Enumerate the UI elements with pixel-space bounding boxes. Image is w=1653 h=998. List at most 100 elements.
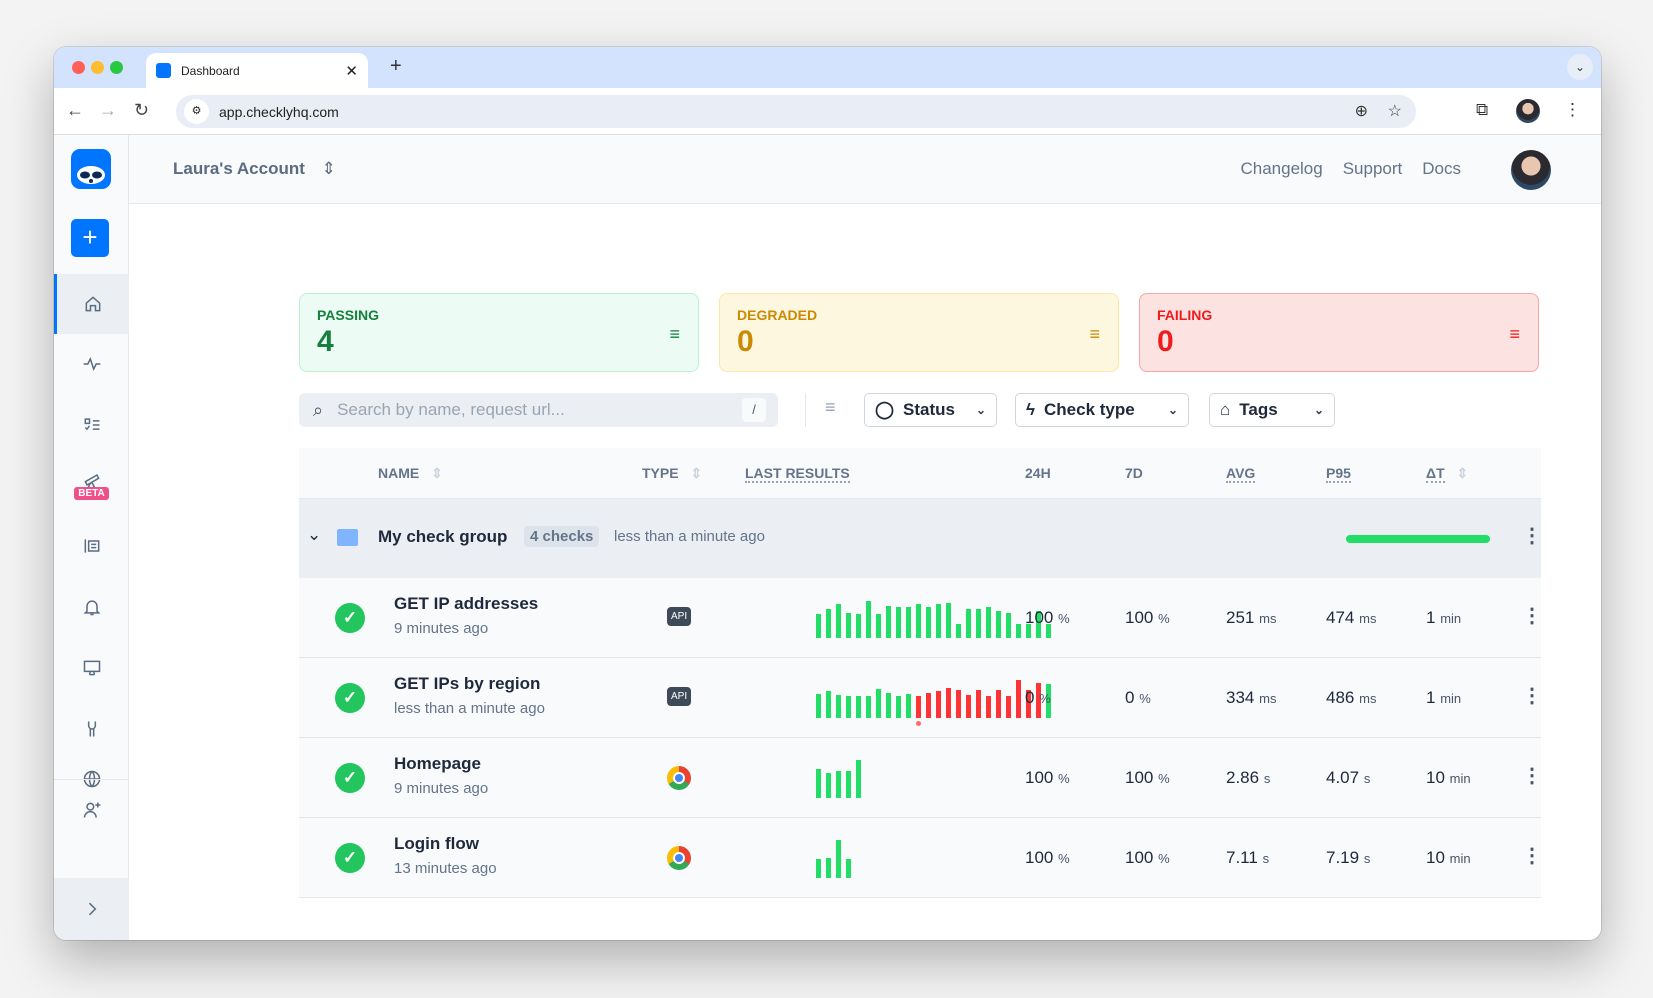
browser-profile-avatar[interactable] (1516, 99, 1540, 123)
table-row[interactable]: ✓ Login flow 13 minutes ago 100 % 100 % 7.… (299, 818, 1542, 898)
filter-icon[interactable]: ≡ (825, 397, 836, 417)
check-name[interactable]: GET IPs by region (394, 674, 541, 693)
result-bar-passed[interactable] (916, 604, 921, 638)
sidebar-item-logs[interactable] (54, 516, 129, 576)
result-bar-passed[interactable] (836, 604, 841, 638)
result-bar-failed[interactable] (936, 691, 941, 718)
result-bar-passed[interactable] (856, 614, 861, 638)
maximize-window-button[interactable] (110, 61, 123, 74)
result-bar-passed[interactable] (896, 696, 901, 718)
tags-filter[interactable]: ⌂ Tags ⌄ (1209, 393, 1335, 427)
check-group-row[interactable]: ⌄ My check group 4 checks less than a mi… (299, 499, 1542, 578)
result-bar-passed[interactable] (826, 691, 831, 718)
check-name[interactable]: Login flow (394, 834, 479, 853)
bookmark-star-icon[interactable]: ☆ (1387, 103, 1402, 120)
result-bar-failed[interactable] (956, 690, 961, 718)
result-bar-passed[interactable] (826, 858, 831, 878)
support-link[interactable]: Support (1342, 159, 1403, 178)
changelog-link[interactable]: Changelog (1240, 159, 1323, 178)
group-menu-icon[interactable]: ⋮ (1522, 525, 1542, 547)
failing-card[interactable]: FAILING 0 ≡ (1139, 293, 1539, 372)
result-bar-passed[interactable] (846, 771, 851, 798)
result-bar-passed[interactable] (996, 611, 1001, 638)
col-type[interactable]: TYPE ⇕ (642, 465, 703, 481)
result-bar-passed[interactable] (1016, 624, 1021, 638)
result-bar-passed[interactable] (836, 840, 841, 878)
row-menu-icon[interactable]: ⋮ (1522, 605, 1542, 627)
search-input[interactable]: ⌕ Search by name, request url... / (299, 393, 778, 427)
docs-link[interactable]: Docs (1422, 159, 1461, 178)
result-bar-passed[interactable] (846, 613, 851, 638)
passing-card[interactable]: PASSING 4 ≡ (299, 293, 699, 372)
result-bar-passed[interactable] (816, 769, 821, 798)
sidebar-item-dashboards[interactable] (54, 638, 129, 698)
result-bar-passed[interactable] (816, 859, 821, 878)
result-bar-passed[interactable] (836, 771, 841, 798)
result-bar-passed[interactable] (826, 609, 831, 638)
result-bar-failed[interactable] (966, 695, 971, 718)
result-bar-failed[interactable] (976, 690, 981, 718)
sidebar-item-home[interactable] (54, 274, 129, 334)
tab-search-button[interactable]: ⌄ (1567, 54, 1593, 80)
result-bar-failed[interactable] (946, 688, 951, 718)
filter-icon[interactable]: ≡ (1509, 324, 1520, 344)
result-bar-passed[interactable] (976, 609, 981, 638)
result-bar-passed[interactable] (886, 693, 891, 718)
sidebar-item-activity[interactable] (54, 334, 129, 394)
sidebar-item-invite[interactable] (54, 779, 129, 839)
close-window-button[interactable] (72, 61, 85, 74)
col-delta-t[interactable]: ΔT ⇕ (1426, 465, 1469, 483)
result-bar-failed[interactable] (996, 690, 1001, 718)
result-bar-passed[interactable] (966, 609, 971, 638)
filter-icon[interactable]: ≡ (1089, 324, 1100, 344)
result-bar-passed[interactable] (816, 694, 821, 718)
result-bar-passed[interactable] (1046, 684, 1051, 718)
result-bar-passed[interactable] (1036, 611, 1041, 638)
table-row[interactable]: ✓ GET IP addresses 9 minutes ago API 100… (299, 578, 1542, 658)
col-name[interactable]: NAME ⇕ (378, 465, 443, 481)
result-bar-passed[interactable] (956, 624, 961, 638)
browser-menu-icon[interactable]: ⋮ (1564, 100, 1581, 119)
check-type-filter[interactable]: ϟ Check type ⌄ (1015, 393, 1189, 427)
result-bar-passed[interactable] (906, 607, 911, 638)
result-bar-passed[interactable] (896, 607, 901, 638)
minimize-window-button[interactable] (91, 61, 104, 74)
filter-icon[interactable]: ≡ (669, 324, 680, 344)
result-bar-passed[interactable] (856, 760, 861, 798)
result-bar-passed[interactable] (1046, 624, 1051, 638)
result-bar-passed[interactable] (826, 773, 831, 798)
sidebar-item-checks[interactable] (54, 395, 129, 455)
zoom-icon[interactable]: ⊕ (1354, 103, 1368, 120)
site-settings-icon[interactable]: ⚙ (184, 99, 209, 124)
user-avatar[interactable] (1511, 150, 1551, 190)
result-bar-failed[interactable] (1006, 696, 1011, 718)
new-tab-button[interactable]: + (390, 55, 402, 77)
group-name[interactable]: My check group (378, 527, 508, 546)
browser-tab[interactable]: Dashboard ✕ (146, 53, 368, 88)
result-bar-failed[interactable] (926, 693, 931, 718)
collapse-chevron-icon[interactable]: ⌄ (307, 525, 322, 544)
sidebar-item-settings[interactable] (54, 699, 129, 759)
result-bar-passed[interactable] (906, 694, 911, 718)
degraded-card[interactable]: DEGRADED 0 ≡ (719, 293, 1119, 372)
checkly-logo[interactable] (71, 149, 111, 189)
table-row[interactable]: ✓ GET IPs by region less than a minute a… (299, 658, 1542, 738)
check-name[interactable]: Homepage (394, 754, 481, 773)
result-bar-passed[interactable] (836, 695, 841, 718)
extensions-icon[interactable]: ⧉ (1476, 100, 1489, 119)
sidebar-expand-button[interactable] (54, 878, 129, 940)
result-bar-passed[interactable] (876, 689, 881, 718)
sidebar-item-alerts[interactable] (54, 577, 129, 637)
result-bar-passed[interactable] (1006, 613, 1011, 638)
result-bar-failed[interactable] (986, 696, 991, 718)
url-bar[interactable]: ⚙ app.checklyhq.com ⊕ ☆ (176, 95, 1416, 128)
result-bar-passed[interactable] (866, 696, 871, 718)
result-bar-passed[interactable] (856, 696, 861, 718)
result-bar-failed[interactable] (1026, 690, 1031, 718)
sidebar-item-explore[interactable]: BETA (54, 455, 129, 515)
result-bar-passed[interactable] (946, 603, 951, 638)
result-bar-failed[interactable] (1036, 683, 1041, 718)
create-new-button[interactable]: + (71, 219, 109, 257)
row-menu-icon[interactable]: ⋮ (1522, 845, 1542, 867)
result-bar-passed[interactable] (846, 696, 851, 718)
